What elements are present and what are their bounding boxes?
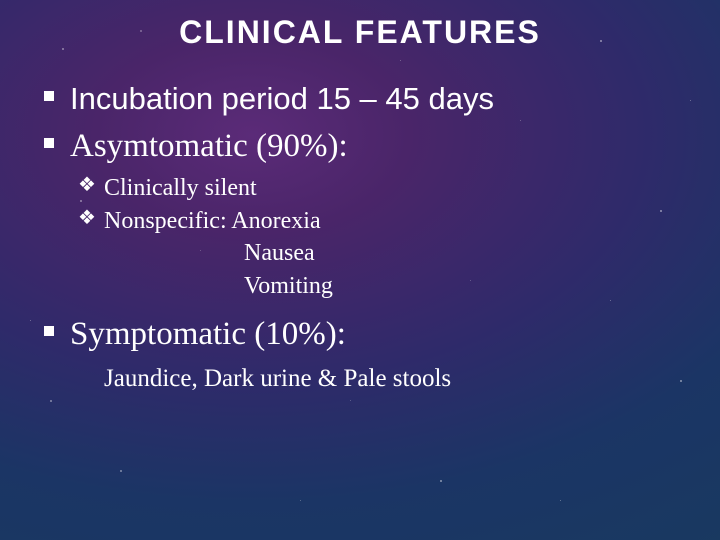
slide: CLINICAL FEATURES Incubation period 15 –… [0, 0, 720, 540]
subbullet-nonspecific-vomiting: Vomiting [44, 270, 690, 302]
star-dot [30, 320, 31, 321]
symptomatic-detail: Jaundice, Dark urine & Pale stools [44, 361, 690, 396]
subbullet-nonspecific: Nonspecific: Anorexia [44, 205, 690, 237]
subbullet-nonspecific-nausea: Nausea [44, 237, 690, 269]
star-dot [300, 500, 301, 501]
slide-body: Incubation period 15 – 45 days Asymtomat… [44, 78, 690, 396]
subbullet-clinically-silent: Clinically silent [44, 172, 690, 204]
bullet-symptomatic: Symptomatic (10%): [44, 312, 690, 357]
bullet-asymptomatic: Asymtomatic (90%): [44, 124, 690, 169]
star-dot [350, 400, 351, 401]
star-dot [400, 60, 401, 61]
star-dot [50, 400, 52, 402]
star-dot [690, 100, 691, 101]
bullet-incubation: Incubation period 15 – 45 days [44, 78, 690, 120]
slide-title: CLINICAL FEATURES [0, 14, 720, 51]
star-dot [440, 480, 442, 482]
star-dot [560, 500, 561, 501]
star-dot [120, 470, 122, 472]
